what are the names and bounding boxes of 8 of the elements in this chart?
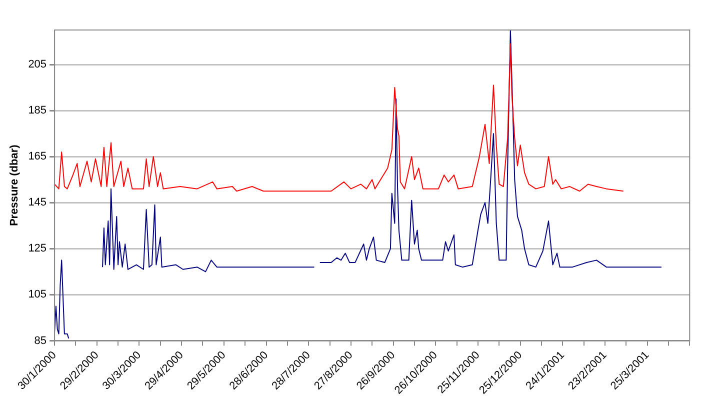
y-tick-label: 125 bbox=[28, 242, 47, 255]
y-axis-title: Pressure (dbar) bbox=[8, 144, 21, 226]
y-tick-label: 85 bbox=[34, 334, 47, 347]
y-tick-label: 185 bbox=[28, 104, 47, 117]
y-tick-label: 165 bbox=[28, 150, 47, 163]
y-tick-label: 205 bbox=[28, 58, 47, 71]
y-tick-label: 145 bbox=[28, 196, 47, 209]
y-tick-label: 105 bbox=[28, 288, 47, 301]
